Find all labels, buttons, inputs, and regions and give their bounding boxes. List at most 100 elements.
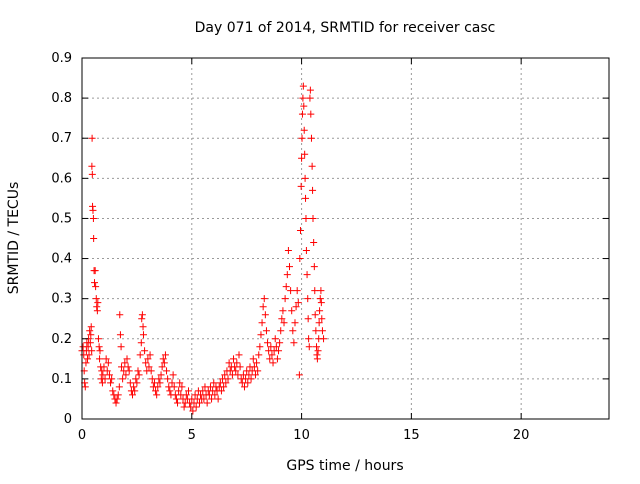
data-point xyxy=(236,363,244,371)
data-point xyxy=(302,214,310,222)
data-point xyxy=(262,327,270,335)
data-point xyxy=(125,367,133,375)
data-point xyxy=(280,319,288,327)
y-tick-label: 0.1 xyxy=(51,372,72,387)
data-point xyxy=(157,371,165,379)
data-point xyxy=(88,162,96,170)
data-point xyxy=(98,379,106,387)
data-point xyxy=(161,351,169,359)
data-point xyxy=(200,395,208,403)
data-point xyxy=(175,387,183,395)
data-point xyxy=(88,134,96,142)
tick-labels: 0 0.1 0.2 0.3 0.4 0.5 0.6 0.7 0.8 0.9 0 5 10 15 20 xyxy=(51,51,529,443)
data-point xyxy=(82,359,90,367)
y-tick-label: 0.9 xyxy=(51,51,72,66)
data-points xyxy=(78,82,328,415)
data-point xyxy=(283,271,291,279)
data-point xyxy=(117,343,125,351)
data-point xyxy=(300,126,308,134)
data-point xyxy=(211,391,219,399)
data-point xyxy=(123,355,131,363)
data-point xyxy=(296,226,304,234)
plot-frame xyxy=(81,57,610,420)
data-point xyxy=(217,387,225,395)
y-tick-label: 0.8 xyxy=(51,91,72,106)
data-point xyxy=(118,363,126,371)
data-point xyxy=(298,110,306,118)
data-point xyxy=(315,319,323,327)
data-point xyxy=(108,375,116,383)
data-point xyxy=(251,371,259,379)
data-point xyxy=(303,271,311,279)
data-point xyxy=(88,170,96,178)
data-point xyxy=(137,339,145,347)
data-point xyxy=(288,307,296,315)
data-point xyxy=(86,327,94,335)
data-point xyxy=(296,255,304,263)
data-point xyxy=(299,82,307,90)
data-point xyxy=(220,383,228,391)
data-point xyxy=(87,331,95,339)
data-point xyxy=(244,379,252,387)
data-point xyxy=(284,247,292,255)
data-point xyxy=(174,399,182,407)
data-point xyxy=(257,331,265,339)
data-point xyxy=(295,371,303,379)
x-tick-label: 0 xyxy=(78,428,86,443)
data-point xyxy=(210,379,218,387)
data-point xyxy=(278,315,286,323)
x-axis-label: GPS time / hours xyxy=(286,458,403,474)
data-point xyxy=(272,343,280,351)
data-point xyxy=(306,94,314,102)
data-point xyxy=(307,110,315,118)
y-tick-label: 0 xyxy=(64,412,72,427)
data-point xyxy=(222,379,230,387)
data-point xyxy=(184,387,192,395)
data-point xyxy=(313,343,321,351)
data-point xyxy=(260,295,268,303)
data-point xyxy=(103,367,111,375)
data-point xyxy=(96,347,104,355)
data-point xyxy=(87,323,95,331)
data-point xyxy=(131,387,139,395)
data-point xyxy=(132,375,140,383)
data-point xyxy=(84,343,92,351)
data-point xyxy=(93,303,101,311)
data-point xyxy=(250,363,258,371)
data-point xyxy=(195,399,203,407)
data-point xyxy=(169,371,177,379)
data-point xyxy=(307,134,315,142)
data-point xyxy=(113,395,121,403)
data-point xyxy=(94,335,102,343)
data-point xyxy=(105,371,113,379)
data-point xyxy=(156,379,164,387)
y-tick-label: 0.3 xyxy=(51,292,72,307)
data-point xyxy=(107,379,115,387)
data-point xyxy=(130,383,138,391)
data-point xyxy=(311,287,319,295)
data-point xyxy=(86,339,94,347)
data-point xyxy=(154,383,162,391)
data-point xyxy=(136,351,144,359)
data-point xyxy=(299,94,307,102)
data-point xyxy=(91,279,99,287)
data-point xyxy=(176,379,184,387)
data-point xyxy=(189,407,197,415)
data-point xyxy=(316,307,324,315)
data-point xyxy=(182,391,190,399)
data-point xyxy=(115,383,123,391)
data-point xyxy=(301,150,309,158)
data-point xyxy=(253,359,261,367)
data-point xyxy=(104,359,112,367)
data-point xyxy=(122,371,130,379)
data-point xyxy=(126,379,134,387)
data-point xyxy=(318,315,326,323)
data-point xyxy=(85,351,93,359)
data-point xyxy=(316,295,324,303)
x-tick-label: 15 xyxy=(403,428,420,443)
data-point xyxy=(116,331,124,339)
data-point xyxy=(158,363,166,371)
data-point xyxy=(298,154,306,162)
